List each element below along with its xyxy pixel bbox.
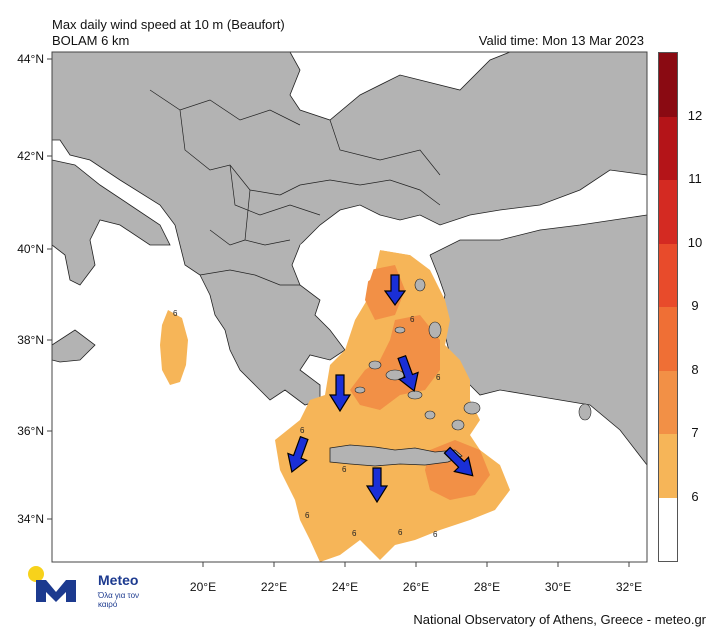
map-value-label: 6 xyxy=(342,465,347,474)
wind-direction-arrow-icon xyxy=(383,274,407,307)
logo-wordmark: Meteo xyxy=(98,572,139,588)
colorbar-level-label: 10 xyxy=(687,234,703,250)
north-aegean-sea xyxy=(300,215,430,290)
colorbar-segment xyxy=(659,307,677,371)
colorbar-segment xyxy=(659,53,677,117)
lon-label: 20°E xyxy=(189,580,217,594)
lat-label: 40°N xyxy=(17,242,44,256)
balkan-land xyxy=(52,52,647,406)
map-value-label: 6 xyxy=(433,530,438,539)
meteo-logo: Meteo Όλα για τον καιρό xyxy=(22,562,162,612)
colorbar-segment xyxy=(659,434,677,498)
map-value-label: 6 xyxy=(305,511,310,520)
colorbar-level-label: 6 xyxy=(691,488,699,504)
colorbar-level-label: 7 xyxy=(691,425,699,440)
colorbar-segment xyxy=(659,497,677,561)
colorbar-level-label: 9 xyxy=(691,298,699,313)
colorbar-segment xyxy=(659,180,677,244)
colorbar-level-label: 8 xyxy=(691,361,699,377)
italy-land xyxy=(52,159,171,286)
axis-ticks xyxy=(47,58,630,567)
lat-label: 38°N xyxy=(17,333,44,347)
map-frame xyxy=(51,51,648,563)
map-value-label: 6 xyxy=(300,426,305,435)
wind-direction-arrow-icon xyxy=(328,374,352,413)
footer-credit: National Observatory of Athens, Greece -… xyxy=(413,612,706,627)
wind-arrows xyxy=(287,274,474,504)
lon-label: 30°E xyxy=(544,580,572,594)
lon-label: 32°E xyxy=(615,580,643,594)
wind-zone-ionian xyxy=(160,310,188,385)
wind-zone-8 xyxy=(350,315,440,410)
aegean-islands xyxy=(354,278,592,431)
wind-direction-arrow-icon xyxy=(287,435,309,473)
colorbar-segment xyxy=(659,243,677,307)
lat-label: 36°N xyxy=(17,424,44,438)
colorbar-level-label: 12 xyxy=(687,107,703,123)
map-title: Max daily wind speed at 10 m (Beaufort) xyxy=(52,17,285,32)
lat-label: 44°N xyxy=(17,52,44,66)
map-value-label: 6 xyxy=(410,315,415,324)
country-borders xyxy=(149,89,441,286)
map-value-label: 6 xyxy=(436,373,441,382)
colorbar xyxy=(658,52,678,562)
colorbar-segment xyxy=(659,370,677,434)
wind-direction-arrow-icon xyxy=(443,446,474,477)
colorbar-segment xyxy=(659,116,677,180)
crete-land xyxy=(329,444,463,467)
map-value-label: 6 xyxy=(173,309,178,318)
map-value-label: 6 xyxy=(352,529,357,538)
model-label: BOLAM 6 km xyxy=(52,33,130,48)
sicily-land xyxy=(52,329,96,363)
logo-tagline: Όλα για τον καιρό xyxy=(98,591,140,609)
wind-direction-arrow-icon xyxy=(397,354,419,392)
lon-label: 22°E xyxy=(260,580,288,594)
lat-label: 34°N xyxy=(17,512,44,526)
meteo-logo-icon xyxy=(28,566,76,602)
map-value-label: 6 xyxy=(398,528,403,537)
wind-direction-arrow-icon xyxy=(365,467,389,504)
lat-label: 42°N xyxy=(17,149,44,163)
lon-label: 28°E xyxy=(473,580,501,594)
valid-time: Valid time: Mon 13 Mar 2023 xyxy=(478,33,644,48)
lon-label: 26°E xyxy=(402,580,430,594)
colorbar-level-label: 11 xyxy=(688,171,702,186)
lon-label: 24°E xyxy=(331,580,359,594)
